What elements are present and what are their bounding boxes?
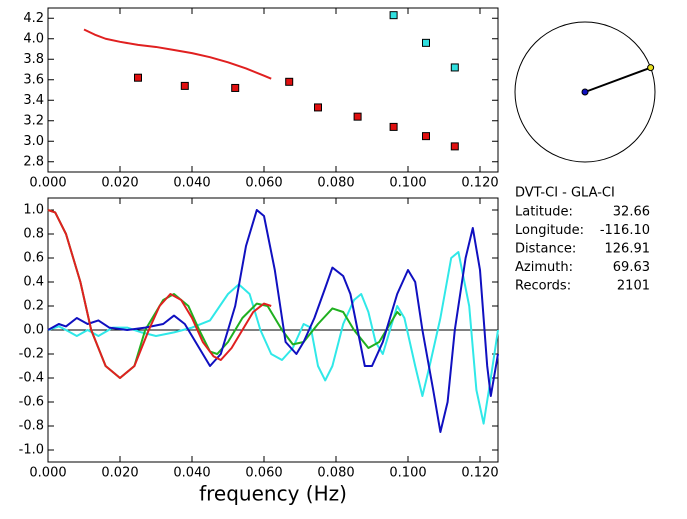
- y-tick-label: 0.2: [23, 299, 44, 314]
- info-value: 32.66: [613, 205, 650, 220]
- y-tick-label: -0.6: [19, 395, 44, 410]
- x-tick-label: 0.080: [317, 466, 354, 481]
- data-marker: [422, 38, 430, 47]
- y-tick-label: 4.0: [23, 31, 44, 46]
- info-label: Distance:: [515, 242, 576, 257]
- y-tick-label: -1.0: [19, 443, 44, 458]
- azimuth-point: [647, 64, 655, 72]
- x-tick-label: 0.040: [173, 176, 210, 191]
- x-axis-label: frequency (Hz): [199, 482, 347, 506]
- info-label: Longitude:: [515, 223, 584, 238]
- y-tick-label: -0.2: [19, 347, 44, 362]
- data-marker: [231, 83, 240, 92]
- info-label: Azimuth:: [515, 260, 573, 275]
- y-tick-label: 0.8: [23, 227, 44, 242]
- data-marker: [180, 81, 189, 90]
- azimuth-ray: [584, 66, 651, 93]
- info-label: Latitude:: [515, 205, 573, 220]
- info-title: DVT-CI - GLA-CI: [515, 186, 615, 201]
- x-tick-label: 0.000: [29, 466, 66, 481]
- y-tick-label: 3.8: [23, 52, 44, 67]
- y-tick-label: -0.8: [19, 419, 44, 434]
- data-marker: [422, 132, 430, 141]
- x-tick-label: 0.020: [101, 176, 138, 191]
- x-tick-label: 0.120: [461, 176, 498, 191]
- data-line: [47, 209, 499, 433]
- y-tick-label: 3.2: [23, 113, 44, 128]
- x-tick-label: 0.060: [245, 176, 282, 191]
- x-tick-label: 0.060: [245, 466, 282, 481]
- y-tick-label: 3.6: [23, 72, 44, 87]
- x-tick-label: 0.120: [461, 466, 498, 481]
- data-marker: [353, 112, 362, 121]
- info-value: 69.63: [613, 260, 650, 275]
- y-tick-label: 1.0: [23, 203, 44, 218]
- plot-frame: [47, 7, 499, 173]
- y-tick-label: 3.0: [23, 134, 44, 149]
- y-tick-label: 4.2: [23, 11, 44, 26]
- x-tick-label: 0.040: [173, 466, 210, 481]
- y-tick-label: 3.4: [23, 93, 44, 108]
- data-marker: [314, 103, 322, 112]
- azimuth-circle: [514, 21, 656, 163]
- data-line: [47, 209, 272, 379]
- info-value: 126.91: [605, 242, 651, 257]
- x-tick-label: 0.020: [101, 466, 138, 481]
- info-value: -116.10: [600, 223, 650, 238]
- station-point: [581, 88, 589, 96]
- x-tick-label: 0.080: [317, 176, 354, 191]
- y-tick-label: 0.0: [23, 323, 44, 338]
- data-marker: [450, 142, 459, 151]
- data-marker: [450, 63, 459, 72]
- x-tick-label: 0.000: [29, 176, 66, 191]
- info-label: Records:: [515, 279, 571, 294]
- info-value: 2101: [617, 279, 650, 294]
- data-marker: [285, 77, 294, 86]
- x-tick-label: 0.100: [389, 176, 426, 191]
- y-tick-label: 2.8: [23, 154, 44, 169]
- y-tick-label: 0.6: [23, 251, 44, 266]
- data-marker: [134, 73, 142, 82]
- y-tick-label: 0.4: [23, 275, 44, 290]
- data-marker: [389, 11, 398, 20]
- data-marker: [389, 122, 398, 131]
- x-tick-label: 0.100: [389, 466, 426, 481]
- data-line: [83, 28, 272, 80]
- y-tick-label: -0.4: [19, 371, 44, 386]
